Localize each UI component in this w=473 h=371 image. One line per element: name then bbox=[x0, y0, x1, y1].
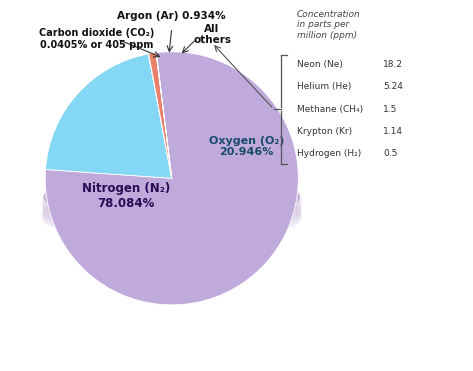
Text: Nitrogen (N₂)
78.084%: Nitrogen (N₂) 78.084% bbox=[82, 181, 170, 210]
Text: 1.5: 1.5 bbox=[383, 105, 398, 114]
Wedge shape bbox=[45, 54, 172, 178]
Text: Oxygen (O₂)
20.946%: Oxygen (O₂) 20.946% bbox=[209, 136, 284, 157]
Ellipse shape bbox=[43, 178, 301, 226]
Ellipse shape bbox=[43, 185, 301, 233]
Ellipse shape bbox=[43, 188, 301, 237]
Text: Helium (He): Helium (He) bbox=[297, 82, 357, 92]
Ellipse shape bbox=[43, 190, 301, 238]
Wedge shape bbox=[149, 53, 172, 178]
Text: 0.5: 0.5 bbox=[383, 150, 398, 158]
Text: Argon (Ar) 0.934%: Argon (Ar) 0.934% bbox=[117, 12, 226, 22]
Ellipse shape bbox=[43, 183, 301, 232]
Text: 5.24: 5.24 bbox=[383, 82, 403, 92]
Text: Carbon dioxide (CO₂)
0.0405% or 405 ppm: Carbon dioxide (CO₂) 0.0405% or 405 ppm bbox=[39, 28, 155, 50]
Text: Hydrogen (H₂): Hydrogen (H₂) bbox=[297, 150, 361, 158]
Text: 18.2: 18.2 bbox=[383, 60, 403, 69]
Text: Neon (Ne): Neon (Ne) bbox=[297, 60, 354, 69]
Text: 1.14: 1.14 bbox=[383, 127, 403, 136]
Ellipse shape bbox=[43, 176, 301, 224]
Text: Krypton (Kr): Krypton (Kr) bbox=[297, 127, 355, 136]
Ellipse shape bbox=[43, 180, 301, 228]
Ellipse shape bbox=[43, 187, 301, 235]
Wedge shape bbox=[45, 52, 298, 305]
Text: Concentration
in parts per
million (ppm): Concentration in parts per million (ppm) bbox=[297, 10, 360, 40]
Ellipse shape bbox=[44, 174, 299, 220]
Wedge shape bbox=[156, 53, 172, 178]
Ellipse shape bbox=[43, 181, 301, 230]
Ellipse shape bbox=[43, 192, 301, 240]
Ellipse shape bbox=[43, 194, 301, 242]
Text: All
others: All others bbox=[193, 24, 231, 45]
Wedge shape bbox=[149, 54, 172, 178]
Text: Methane (CH₄): Methane (CH₄) bbox=[297, 105, 363, 114]
